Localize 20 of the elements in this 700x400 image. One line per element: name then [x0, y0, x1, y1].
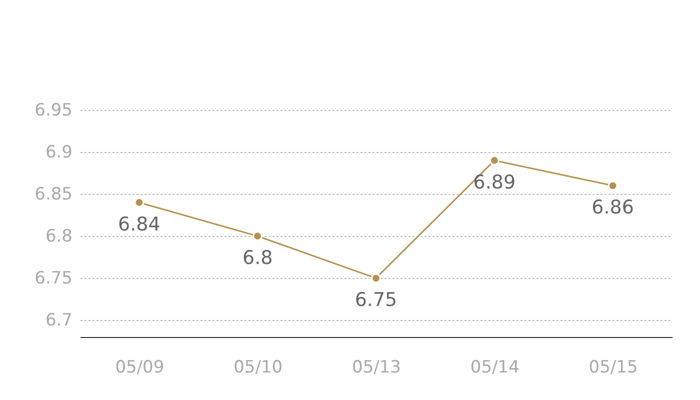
x-tick-label: 05/13 — [352, 358, 401, 378]
y-tick-label: 6.8 — [45, 226, 72, 247]
y-tick-label: 6.85 — [34, 184, 72, 205]
y-tick-label: 6.7 — [45, 310, 72, 331]
data-label: 6.75 — [354, 289, 398, 312]
data-label: 6.89 — [473, 171, 516, 194]
point — [371, 273, 381, 284]
x-tick-label: 05/15 — [588, 358, 638, 378]
y-tick-label: 6.75 — [34, 268, 72, 289]
data-label: 6.86 — [592, 196, 634, 219]
x-tick-label: 05/10 — [234, 358, 283, 378]
point — [134, 198, 144, 208]
x-tick-label: 05/14 — [470, 358, 520, 378]
y-tick-label: 6.9 — [45, 142, 72, 163]
x-tick-label: 05/09 — [115, 358, 164, 378]
data-label: 6.8 — [242, 247, 273, 270]
point — [608, 180, 618, 191]
y-tick-label: 6.95 — [34, 100, 72, 120]
point — [489, 156, 500, 166]
data-label: 6.84 — [118, 213, 160, 236]
